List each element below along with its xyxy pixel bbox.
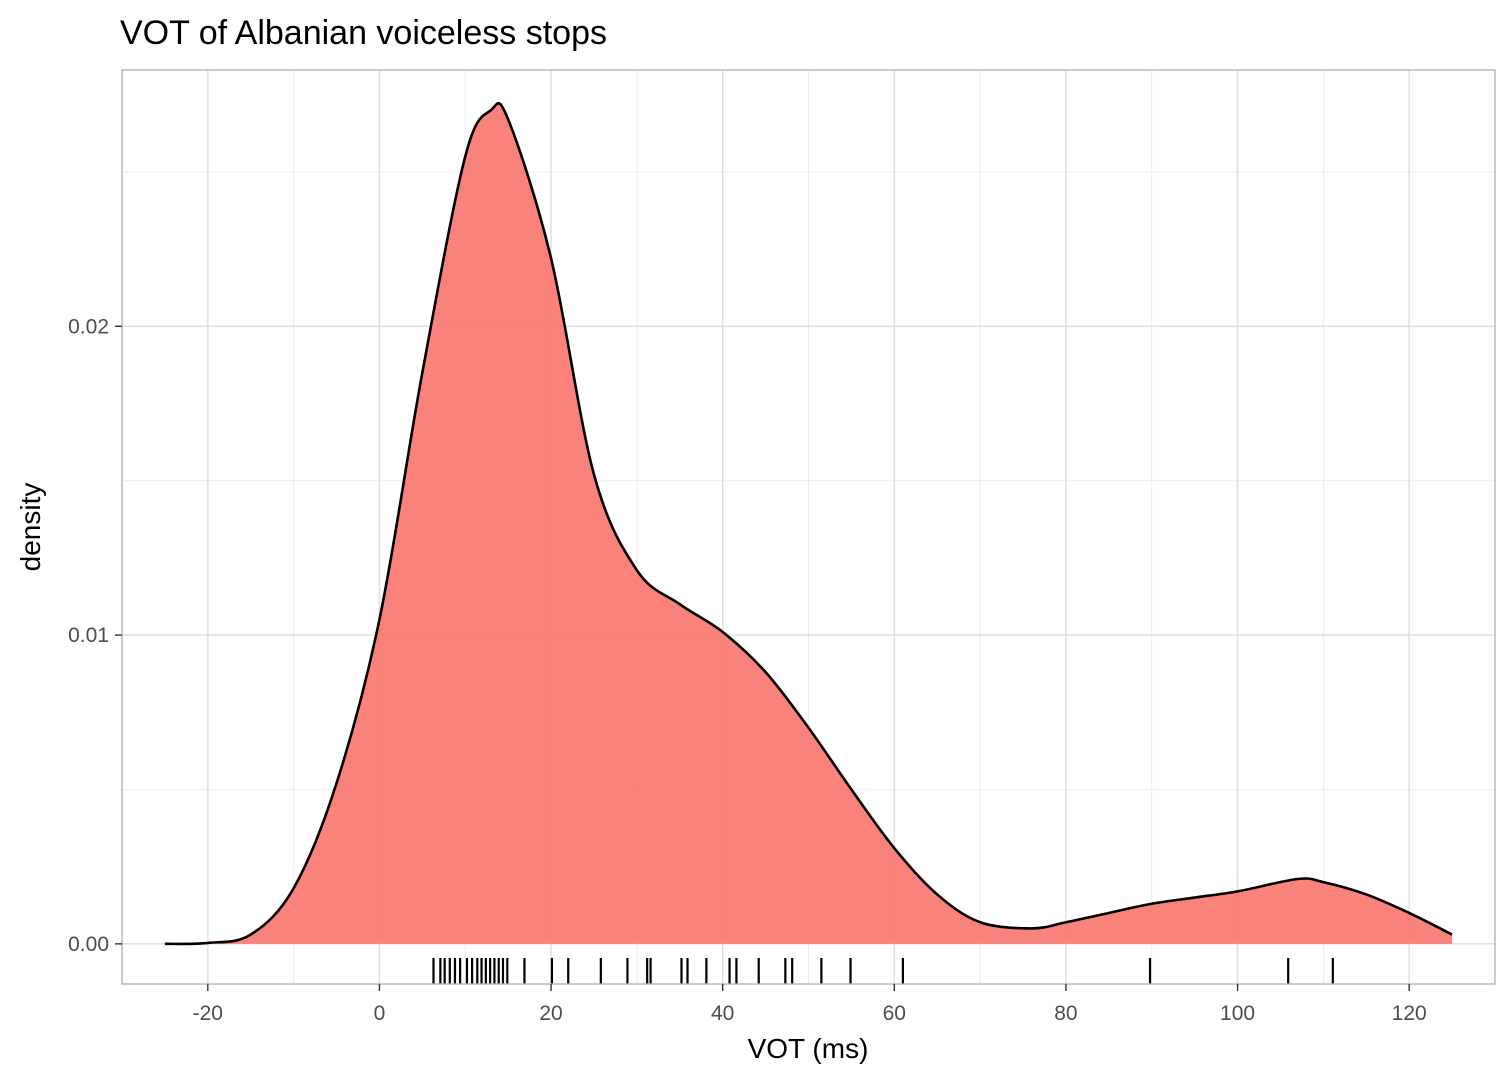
x-axis-ticks: -20 0 20 40 60 80 100 120 xyxy=(193,984,1427,1025)
y-tick-label: 0.02 xyxy=(68,315,109,338)
x-tick-label: 120 xyxy=(1392,1002,1427,1025)
x-tick-label: 60 xyxy=(883,1002,906,1025)
x-axis-title: VOT (ms) xyxy=(748,1033,869,1064)
chart-title: VOT of Albanian voiceless stops xyxy=(120,14,607,52)
x-tick-label: 80 xyxy=(1054,1002,1077,1025)
plot-border xyxy=(121,69,1496,985)
y-axis-title: density xyxy=(15,483,46,572)
density-fill xyxy=(164,103,1453,944)
x-tick-label: 40 xyxy=(711,1002,734,1025)
x-tick-label: -20 xyxy=(193,1002,223,1025)
density-line xyxy=(164,101,1453,946)
y-tick-label: 0.01 xyxy=(68,624,109,647)
x-tick-label: 100 xyxy=(1220,1002,1255,1025)
y-tick-label: 0.00 xyxy=(68,933,109,956)
rug-marks xyxy=(432,958,1334,984)
x-tick-label: 20 xyxy=(539,1002,562,1025)
x-tick-label: 0 xyxy=(374,1002,386,1025)
y-axis-ticks: 0.00 0.01 0.02 xyxy=(68,315,122,956)
density-area xyxy=(164,101,1453,946)
